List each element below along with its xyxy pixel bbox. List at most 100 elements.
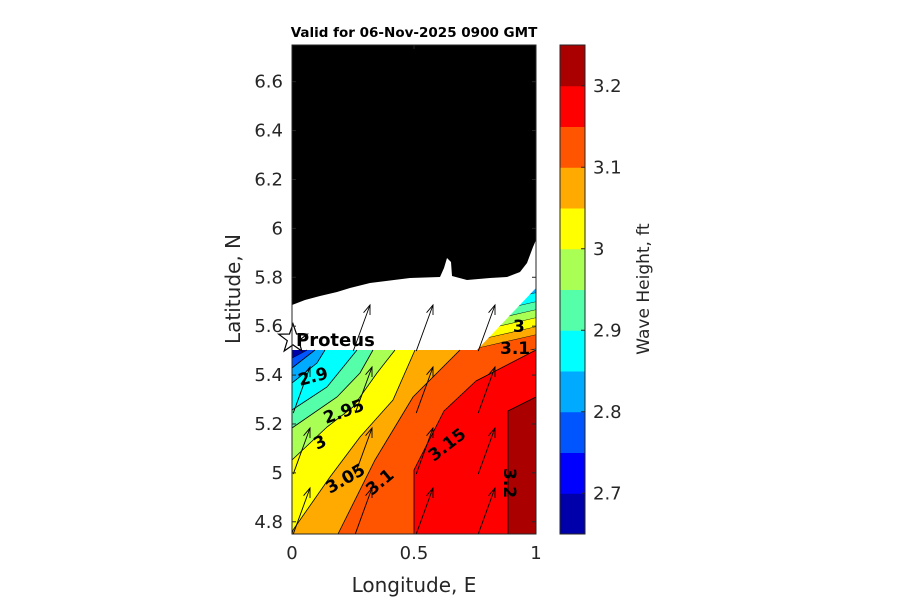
arrow-head xyxy=(426,486,434,499)
arrow-head xyxy=(303,365,311,378)
contour-line xyxy=(291,349,358,411)
y-tick-label: 5 xyxy=(272,463,283,484)
arrow-head xyxy=(365,486,373,499)
arrow-head xyxy=(426,426,434,439)
arrow-head xyxy=(303,426,311,439)
wave-direction-arrow xyxy=(477,303,496,352)
colorbar-label: Wave Height, ft xyxy=(634,223,654,355)
arrow-head xyxy=(426,303,434,316)
colorbar-swatch xyxy=(560,452,585,494)
colorbar-tick-label: 3 xyxy=(593,239,604,260)
arrow-shaft xyxy=(292,427,311,475)
colorbar-swatch xyxy=(560,167,585,209)
arrow-shaft xyxy=(352,304,371,352)
colorbar-swatch xyxy=(560,330,585,372)
arrow-head xyxy=(488,486,496,499)
arrow-head xyxy=(488,365,496,378)
wave-direction-arrow xyxy=(477,426,496,475)
y-tick-label: 6 xyxy=(272,218,283,239)
contour-line xyxy=(291,349,316,369)
arrow-head xyxy=(365,365,373,378)
y-tick-label: 6.6 xyxy=(254,72,283,93)
colorbar-swatch xyxy=(560,85,585,127)
y-tick-label: 5.4 xyxy=(254,365,283,386)
arrow-head xyxy=(303,486,311,499)
colorbar-tick-label: 2.7 xyxy=(593,483,622,504)
arrow-shaft xyxy=(354,487,373,535)
wave-direction-arrow xyxy=(292,426,311,475)
colorbar-swatch xyxy=(560,126,585,168)
arrow-head xyxy=(363,303,371,316)
arrow-shaft xyxy=(415,366,434,414)
wave-direction-arrow xyxy=(354,486,373,535)
colorbar-swatch xyxy=(560,371,585,413)
wave-direction-arrow xyxy=(354,426,373,475)
y-tick-label: 5.6 xyxy=(254,316,283,337)
sea-no-data xyxy=(292,240,536,350)
arrow-shaft xyxy=(415,427,434,475)
contour-line xyxy=(291,349,396,461)
contour-band xyxy=(292,350,307,358)
colorbar-tick-label: 3.2 xyxy=(593,76,622,97)
contour-band xyxy=(508,350,536,534)
contour-line xyxy=(413,349,537,534)
station-label: Proteus xyxy=(296,330,375,351)
colorbar-swatch xyxy=(560,493,585,535)
contour-band xyxy=(477,334,536,350)
wave-direction-arrow xyxy=(292,365,311,414)
arrow-shaft xyxy=(477,366,496,414)
x-tick-label: 1 xyxy=(530,543,541,564)
arrow-shaft xyxy=(477,427,496,475)
arrow-head xyxy=(488,426,496,439)
arrow-shaft xyxy=(415,304,434,352)
colorbar-tick-label: 2.9 xyxy=(593,320,622,341)
wave-direction-arrow xyxy=(354,365,373,414)
arrow-head xyxy=(426,365,434,378)
y-tick-label: 6.2 xyxy=(254,169,283,190)
wave-direction-arrow xyxy=(415,365,434,414)
wave-direction-arrow xyxy=(292,486,311,535)
wave-direction-arrow xyxy=(415,303,434,352)
arrow-shaft xyxy=(477,304,496,352)
y-tick-label: 5.8 xyxy=(254,267,283,288)
y-tick-label: 4.8 xyxy=(254,512,283,533)
axes: 4.8 5 5.2 5.4 5.6 5.8 6 6.2 6.4 6.6 0 0.5 1 xyxy=(254,44,542,564)
y-axis-label: Latitude, N xyxy=(221,234,245,344)
arrow-shaft xyxy=(415,487,434,535)
colorbar-swatch xyxy=(560,208,585,250)
colorbar-swatch xyxy=(560,248,585,290)
colorbar-swatch xyxy=(560,45,585,87)
arrow-shaft xyxy=(354,427,373,475)
colorbar-tick-label: 3.1 xyxy=(593,157,622,178)
chart-title: Valid for 06-Nov-2025 0900 GMT xyxy=(291,25,538,41)
x-tick-label: 0 xyxy=(286,543,297,564)
colorbar: 2.7 2.8 2.9 3 3.1 3.2 xyxy=(559,44,622,535)
arrow-head xyxy=(365,426,373,439)
y-tick-label: 5.2 xyxy=(254,414,283,435)
arrow-shaft xyxy=(292,366,311,414)
contour-band xyxy=(477,326,536,350)
colorbar-frame xyxy=(559,44,586,535)
station-star-icon xyxy=(276,322,310,353)
colorbar-swatch xyxy=(560,411,585,453)
x-axis-label: Longitude, E xyxy=(352,573,477,597)
arrow-shaft xyxy=(354,366,373,414)
wave-direction-arrow xyxy=(415,486,434,535)
contour-line xyxy=(337,349,461,535)
contour-line xyxy=(291,349,374,429)
arrow-shaft xyxy=(477,487,496,535)
wave-direction-arrow xyxy=(477,365,496,414)
colorbar-tick-label: 2.8 xyxy=(593,402,622,423)
contour-line xyxy=(291,349,326,384)
wave-direction-arrow xyxy=(477,486,496,535)
arrow-head xyxy=(488,303,496,316)
contour-label: 3 xyxy=(513,317,525,337)
contour-label: 3.2 xyxy=(499,468,519,498)
contour-line xyxy=(507,396,537,534)
arrow-shaft xyxy=(292,487,311,535)
wave-direction-arrow xyxy=(352,303,371,352)
colorbar-swatch xyxy=(560,289,585,331)
y-tick-label: 6.4 xyxy=(254,121,283,142)
